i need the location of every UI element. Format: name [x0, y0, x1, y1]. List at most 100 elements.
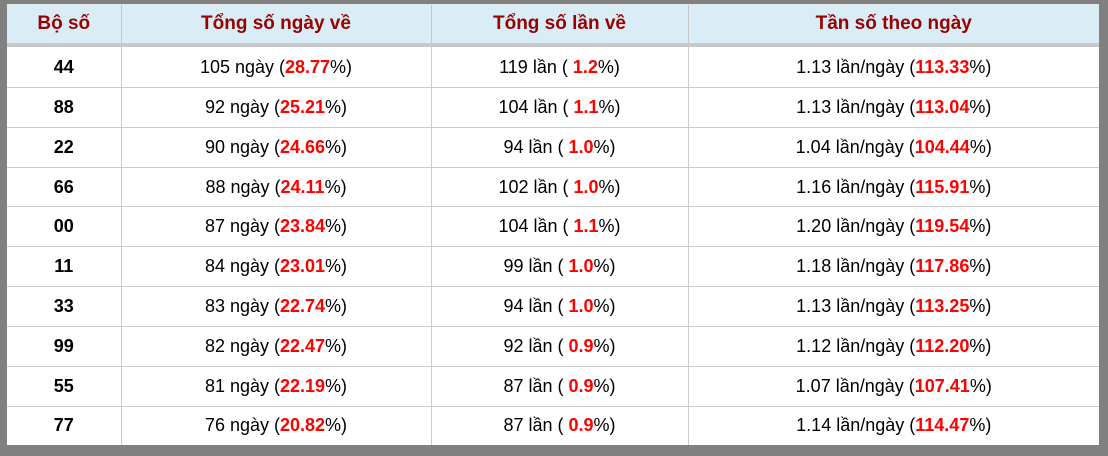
pair-value: 11	[54, 256, 74, 277]
frequency-percent: 113.04	[915, 96, 970, 117]
days-percent: 20.82	[280, 415, 326, 436]
pair-value: 44	[53, 56, 74, 77]
days-text: 81 ngày (	[204, 375, 280, 396]
total-times-cell: 99 lần ( 1.0%)	[430, 246, 689, 288]
days-close: %)	[330, 56, 353, 77]
times-percent: 1.0	[568, 256, 594, 277]
times-text: 119 lần (	[499, 56, 573, 77]
times-text: 94 lần (	[503, 296, 569, 316]
total-days-cell: 83 ngày (22.74%)	[120, 286, 432, 327]
times-text: 94 lần (	[503, 136, 569, 157]
table-row: 77 76 ngày (20.82%) 87 lần ( 0.9%) 1.14 …	[7, 405, 1099, 445]
lottery-pair-statistics-table: Bộ số Tổng số ngày về Tổng số lần về Tần…	[7, 5, 1099, 445]
total-days-cell: 90 ngày (24.66%)	[120, 126, 432, 168]
total-days-cell: 82 ngày (22.47%)	[120, 325, 432, 367]
frequency-close: %)	[969, 96, 992, 117]
days-text: 90 ngày (	[204, 136, 280, 157]
header-total-days: Tổng số ngày về	[120, 5, 432, 47]
days-close: %)	[325, 375, 348, 396]
total-days-cell: 76 ngày (20.82%)	[120, 405, 432, 445]
days-text: 83 ngày (	[204, 296, 280, 316]
frequency-percent: 114.47	[915, 415, 970, 436]
times-close: %)	[593, 256, 616, 277]
header-row: Bộ số Tổng số ngày về Tổng số lần về Tần…	[7, 5, 1099, 47]
days-percent: 24.11	[280, 176, 325, 197]
times-text: 87 lần (	[503, 415, 569, 436]
frequency-close: %)	[969, 256, 992, 277]
frequency-cell: 1.13 lần/ngày (113.25%)	[687, 286, 1099, 327]
days-percent: 22.74	[280, 296, 326, 316]
frequency-cell: 1.13 lần/ngày (113.33%)	[687, 44, 1099, 89]
times-text: 104 lần (	[498, 216, 574, 237]
frequency-close: %)	[969, 335, 992, 356]
days-text: 105 ngày (	[199, 56, 285, 77]
frequency-close: %)	[969, 56, 992, 77]
days-text: 76 ngày (	[204, 415, 280, 436]
statistics-table-surface: Bộ số Tổng số ngày về Tổng số lần về Tần…	[7, 4, 1099, 445]
days-percent: 22.19	[280, 375, 326, 396]
times-text: 104 lần (	[498, 96, 574, 117]
table-row: 22 90 ngày (24.66%) 94 lần ( 1.0%) 1.04 …	[7, 126, 1099, 168]
total-times-cell: 87 lần ( 0.9%)	[430, 365, 689, 407]
table-row: 44 105 ngày (28.77%) 119 lần ( 1.2%) 1.1…	[7, 44, 1099, 89]
times-close: %)	[597, 56, 620, 77]
times-percent: 1.0	[568, 296, 594, 316]
times-percent: 1.2	[572, 56, 598, 77]
pair-value: 55	[53, 375, 74, 396]
days-close: %)	[325, 415, 348, 436]
table-row: 00 87 ngày (23.84%) 104 lần ( 1.1%) 1.20…	[7, 206, 1099, 248]
frequency-close: %)	[969, 415, 992, 436]
frequency-cell: 1.14 lần/ngày (114.47%)	[687, 405, 1099, 445]
days-percent: 23.84	[280, 216, 326, 237]
frequency-percent: 115.91	[915, 176, 970, 197]
header-total-times: Tổng số lần về	[430, 5, 689, 47]
pair-value: 00	[53, 216, 74, 237]
days-text: 88 ngày (	[205, 176, 281, 197]
pair-value: 33	[53, 296, 74, 316]
total-days-cell: 81 ngày (22.19%)	[120, 365, 432, 407]
frequency-cell: 1.07 lần/ngày (107.41%)	[687, 365, 1099, 407]
times-close: %)	[593, 415, 616, 436]
times-percent: 0.9	[568, 335, 594, 356]
total-times-cell: 102 lần ( 1.0%)	[430, 166, 689, 208]
total-times-cell: 92 lần ( 0.9%)	[430, 325, 689, 367]
frequency-cell: 1.18 lần/ngày (117.86%)	[687, 246, 1099, 288]
frequency-text: 1.16 lần/ngày (	[796, 176, 916, 197]
total-times-cell: 104 lần ( 1.1%)	[430, 87, 689, 128]
pair-cell: 88	[7, 87, 122, 128]
pair-cell: 44	[7, 44, 122, 89]
frequency-cell: 1.04 lần/ngày (104.44%)	[687, 126, 1099, 168]
times-close: %)	[593, 335, 616, 356]
total-times-cell: 104 lần ( 1.1%)	[430, 206, 689, 248]
days-text: 84 ngày (	[204, 256, 280, 277]
days-close: %)	[325, 216, 348, 237]
pair-cell: 33	[7, 286, 122, 327]
pair-value: 22	[53, 136, 74, 157]
pair-cell: 77	[7, 405, 122, 445]
frequency-cell: 1.16 lần/ngày (115.91%)	[687, 166, 1099, 208]
frequency-close: %)	[969, 176, 992, 197]
frequency-text: 1.13 lần/ngày (	[796, 296, 916, 316]
times-close: %)	[593, 296, 616, 316]
total-days-cell: 84 ngày (23.01%)	[120, 246, 432, 288]
frequency-cell: 1.12 lần/ngày (112.20%)	[687, 325, 1099, 367]
times-close: %)	[593, 375, 616, 396]
times-percent: 0.9	[568, 415, 594, 436]
frequency-percent: 104.44	[914, 136, 970, 157]
frequency-text: 1.18 lần/ngày (	[796, 256, 916, 277]
table-row: 66 88 ngày (24.11%) 102 lần ( 1.0%) 1.16…	[7, 166, 1099, 208]
table-row: 55 81 ngày (22.19%) 87 lần ( 0.9%) 1.07 …	[7, 365, 1099, 407]
times-percent: 1.1	[573, 96, 599, 117]
pair-value: 88	[53, 96, 74, 117]
days-percent: 23.01	[280, 256, 326, 277]
frequency-close: %)	[969, 216, 992, 237]
times-percent: 0.9	[568, 375, 594, 396]
pair-value: 77	[53, 415, 74, 436]
times-close: %)	[598, 176, 621, 197]
total-times-cell: 94 lần ( 1.0%)	[430, 126, 689, 168]
total-days-cell: 87 ngày (23.84%)	[120, 206, 432, 248]
pair-cell: 66	[7, 166, 122, 208]
total-days-cell: 92 ngày (25.21%)	[120, 87, 432, 128]
pair-cell: 11	[7, 246, 122, 288]
